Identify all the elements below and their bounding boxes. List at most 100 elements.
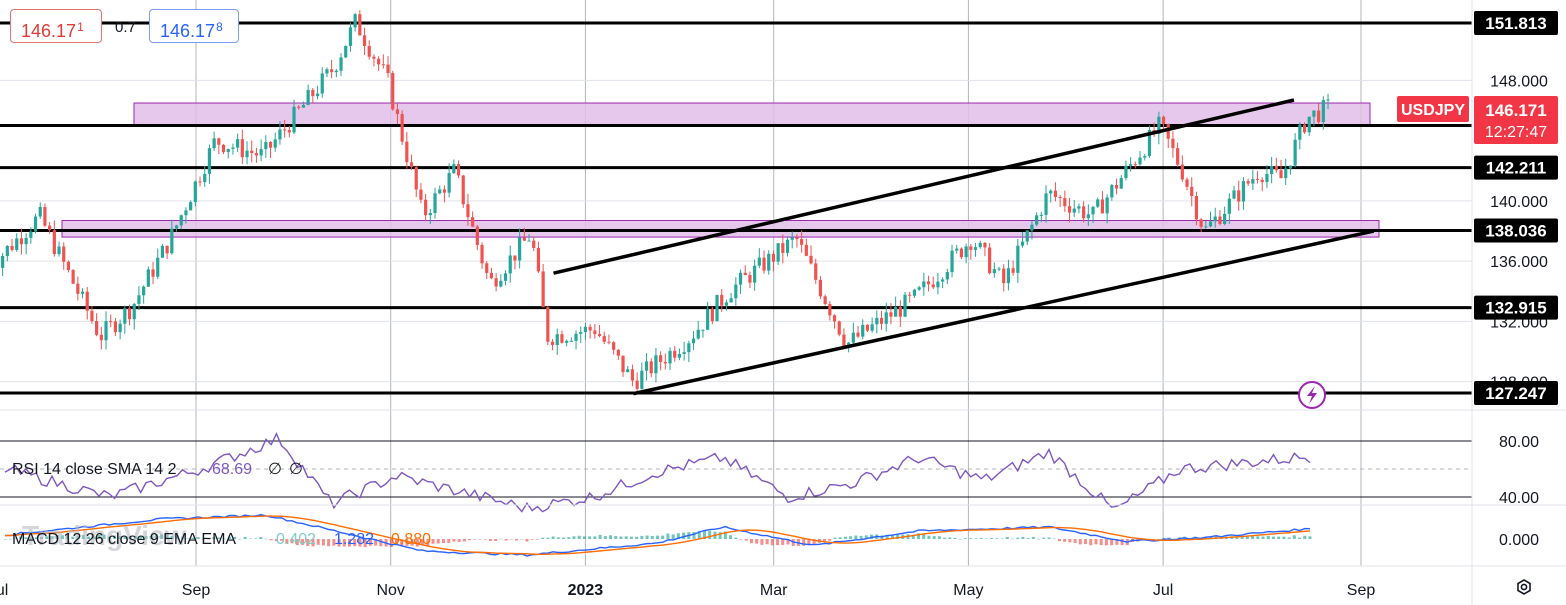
- ask-price-pip: 8: [216, 20, 223, 34]
- candle-body: [668, 350, 672, 364]
- macd-histogram-bar: [1308, 536, 1312, 539]
- candle-body: [377, 58, 381, 65]
- macd-histogram-bar: [160, 534, 164, 539]
- macd-histogram-bar: [1063, 539, 1067, 542]
- candle-body: [301, 104, 306, 108]
- level-price-badge[interactable]: [1474, 218, 1558, 243]
- candle-body: [24, 237, 28, 245]
- rsi-line: [4, 431, 1311, 513]
- rsi-legend-extra-2: ∅: [289, 461, 303, 478]
- macd-histogram-bar: [1021, 536, 1025, 539]
- time-axis-label: Sep: [1347, 582, 1376, 599]
- macd-histogram-bar: [890, 534, 894, 539]
- macd-histogram-bar: [530, 539, 534, 540]
- level-price-badge[interactable]: [1474, 155, 1558, 180]
- level-price-text: 151.813: [1485, 14, 1546, 33]
- candle-body: [818, 279, 823, 297]
- candle-body: [621, 355, 625, 373]
- candle-body: [231, 147, 235, 149]
- macd-histogram-bar: [311, 539, 315, 547]
- macd-histogram-bar: [19, 536, 23, 539]
- rsi-axis-label: 40.00: [1499, 490, 1539, 507]
- candle-body: [400, 114, 404, 142]
- level-price-text: 132.915: [1485, 299, 1546, 318]
- candle-body: [1119, 178, 1123, 189]
- horizontal-levels[interactable]: [0, 21, 1472, 395]
- candle-body: [1006, 268, 1011, 284]
- rsi-legend-extra-1: ∅: [268, 461, 282, 478]
- watermark-text: TradingView: [22, 520, 187, 551]
- candle-body: [612, 342, 616, 350]
- last-price-badge[interactable]: [1474, 96, 1558, 144]
- macd-histogram-bar: [953, 537, 957, 539]
- candle-body: [405, 141, 409, 163]
- candle-body: [1067, 206, 1072, 213]
- macd-histogram-bar: [1010, 538, 1014, 540]
- macd-histogram-bar: [368, 539, 372, 546]
- macd-histogram-bar: [1287, 537, 1291, 539]
- macd-histogram-bar: [556, 537, 560, 539]
- candle-body: [1053, 190, 1058, 197]
- level-price-badge[interactable]: [1474, 381, 1558, 405]
- time-axis-label: Jul: [0, 582, 8, 599]
- candle-body: [701, 329, 705, 331]
- candle-body: [677, 353, 682, 358]
- macd-histogram-bar: [426, 539, 430, 546]
- macd-histogram-bar: [1057, 539, 1061, 542]
- macd-histogram-bar: [1261, 536, 1265, 539]
- macd-histogram-bar: [598, 534, 602, 539]
- macd-histogram-bar: [128, 536, 132, 539]
- candle-body: [33, 216, 38, 232]
- candle-body: [1124, 165, 1128, 179]
- spread-value: 0.7: [115, 19, 136, 36]
- settings-gear-icon[interactable]: [1517, 579, 1531, 595]
- candle-body: [734, 284, 738, 299]
- bid-price-pip: 1: [77, 20, 84, 34]
- bid-price-box[interactable]: 146.171: [10, 9, 102, 43]
- macd-histogram-bar: [24, 537, 28, 539]
- price-badges[interactable]: 151.813145.009142.211138.036132.915127.2…: [1397, 11, 1558, 405]
- macd-histogram-bar: [937, 536, 941, 539]
- candle-body: [198, 181, 202, 183]
- ask-price-box[interactable]: 146.178: [149, 9, 239, 43]
- candle-body: [1208, 221, 1213, 227]
- candle-body: [659, 355, 663, 362]
- candle-body: [546, 307, 550, 342]
- macd-histogram-bar: [697, 530, 701, 539]
- candle-body: [1058, 196, 1062, 199]
- bid-price: 146.17: [21, 21, 77, 41]
- lightning-alert-icon[interactable]: [1298, 381, 1326, 409]
- candle-body: [936, 281, 940, 288]
- channel-lower-line[interactable]: [632, 229, 1375, 396]
- candle-body: [471, 217, 475, 227]
- macd-histogram-bar: [301, 539, 305, 545]
- level-price-badge[interactable]: [1474, 11, 1558, 35]
- macd-histogram-bar: [165, 534, 169, 539]
- level-price-badge[interactable]: [1474, 295, 1558, 320]
- candle-body: [1270, 165, 1274, 174]
- candle-body: [565, 340, 569, 343]
- macd-histogram-bar: [1047, 537, 1051, 539]
- macd-histogram-bar: [515, 539, 519, 541]
- macd-histogram-bar: [504, 539, 508, 541]
- channel-upper-line[interactable]: [553, 98, 1295, 275]
- rsi-legend-value: 68.69: [212, 461, 252, 478]
- macd-histogram-bar: [290, 539, 294, 544]
- trend-channel[interactable]: [553, 98, 1375, 396]
- candle-body: [1255, 179, 1260, 181]
- candle-body: [273, 139, 277, 148]
- candle-body: [1143, 156, 1147, 158]
- candle-body: [1232, 190, 1236, 199]
- symbol-badge[interactable]: [1397, 96, 1469, 122]
- macd-histogram-bar: [1204, 536, 1208, 539]
- macd-histogram-bar: [661, 535, 665, 539]
- candle-body: [334, 70, 338, 73]
- candle-body: [409, 162, 414, 168]
- macd-histogram-bar: [1052, 538, 1056, 540]
- candle-body: [706, 308, 710, 330]
- candle-body: [339, 57, 343, 71]
- macd-histogram-bar: [849, 536, 853, 539]
- macd-pane: [3, 513, 1312, 557]
- macd-histogram-bar: [494, 539, 498, 542]
